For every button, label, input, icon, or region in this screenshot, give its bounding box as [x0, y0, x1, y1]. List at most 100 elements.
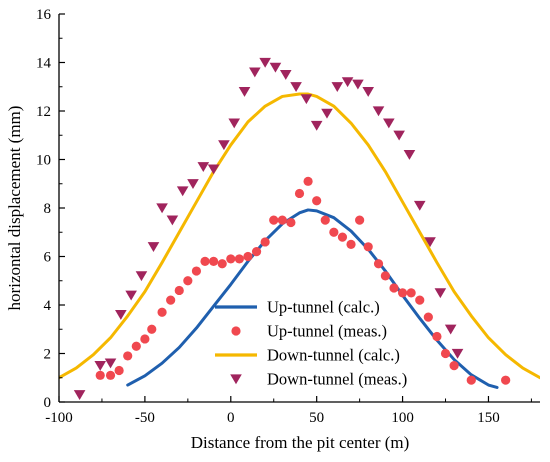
data-point	[131, 341, 141, 351]
legend-item: Up-tunnel (calc.)	[215, 298, 380, 317]
data-point	[156, 203, 168, 214]
data-point	[238, 86, 251, 97]
data-point	[320, 215, 330, 225]
y-tick-label: 16	[36, 7, 52, 23]
data-point	[135, 271, 148, 282]
data-point	[355, 215, 365, 225]
data-point	[123, 351, 133, 361]
data-point	[363, 242, 373, 252]
data-point	[440, 348, 451, 359]
data-point	[277, 215, 287, 225]
x-tick-label: 50	[309, 410, 324, 426]
data-point	[147, 324, 157, 334]
data-point	[157, 307, 167, 317]
data-point	[73, 390, 86, 400]
legend-label: Up-tunnel (calc.)	[267, 298, 380, 317]
x-axis-title: Distance from the pit center (m)	[191, 433, 410, 452]
data-point	[234, 254, 244, 264]
y-tick-label: 0	[44, 395, 52, 411]
y-tick-label: 8	[44, 201, 52, 217]
data-point	[329, 227, 339, 237]
data-point	[434, 288, 447, 299]
data-point	[217, 259, 227, 269]
data-point	[362, 86, 375, 97]
data-point	[406, 288, 416, 298]
data-point	[183, 276, 193, 286]
data-point	[424, 237, 436, 248]
y-tick-label: 6	[44, 250, 52, 266]
data-point	[269, 215, 279, 225]
series-line-up-tunnel-calc	[126, 208, 499, 389]
legend-label: Up-tunnel (meas.)	[267, 322, 387, 341]
data-point	[415, 295, 425, 305]
data-point	[174, 285, 184, 296]
x-tick-label: 150	[477, 410, 500, 426]
data-point	[176, 186, 189, 197]
data-point	[373, 259, 384, 269]
data-point	[251, 247, 262, 257]
data-point	[321, 108, 333, 119]
data-point	[218, 140, 230, 151]
series-points-down-tunnel-meas	[73, 57, 464, 400]
data-point	[243, 251, 253, 262]
data-point	[94, 360, 107, 371]
y-axis-title: horizontal displacement (mm)	[5, 106, 24, 311]
legend-label: Down-tunnel (calc.)	[267, 346, 400, 365]
data-point	[331, 82, 344, 92]
plot-inner	[59, 57, 540, 400]
data-point	[187, 179, 199, 189]
data-point	[312, 196, 322, 206]
legend-swatch-marker	[231, 326, 241, 336]
data-point	[303, 176, 313, 186]
data-point	[300, 94, 313, 105]
series-line-down-tunnel-calc	[59, 92, 540, 380]
y-tick-label: 14	[36, 56, 52, 72]
data-point	[166, 215, 179, 226]
data-point	[501, 375, 511, 385]
data-point	[166, 295, 176, 305]
data-point	[413, 200, 426, 211]
data-point	[451, 348, 464, 359]
data-point	[337, 232, 348, 242]
axes: -100 -50 0 50 100 150 0 2 4 6 8 10 12 14 16	[36, 7, 540, 426]
data-point	[209, 256, 219, 266]
legend-swatch-marker	[230, 374, 242, 385]
data-point	[393, 130, 405, 141]
data-point	[310, 120, 323, 131]
data-point	[466, 375, 476, 385]
data-point	[228, 118, 241, 129]
data-point	[95, 370, 105, 380]
data-point	[372, 106, 385, 117]
data-point	[449, 361, 459, 371]
series-points-up-tunnel-meas	[95, 176, 511, 385]
y-tick-label: 12	[36, 104, 51, 120]
data-point	[200, 256, 210, 266]
data-point	[432, 331, 442, 342]
data-point	[389, 283, 399, 293]
data-point	[147, 242, 160, 253]
data-point	[294, 188, 305, 199]
data-point	[259, 57, 271, 68]
data-point	[383, 118, 395, 129]
y-tick-label: 10	[36, 153, 51, 169]
data-point	[191, 266, 202, 276]
data-point	[140, 334, 150, 344]
data-point	[290, 82, 302, 92]
data-point	[341, 77, 354, 88]
data-point	[207, 164, 220, 175]
data-point	[105, 370, 116, 380]
legend-item: Down-tunnel (calc.)	[215, 346, 400, 365]
data-point	[286, 217, 296, 228]
legend-label: Down-tunnel (meas.)	[267, 370, 407, 389]
data-point	[397, 288, 408, 298]
y-tick-label: 2	[44, 347, 52, 363]
data-point	[249, 67, 261, 78]
data-point	[104, 358, 117, 369]
legend-item: Down-tunnel (meas.)	[230, 370, 407, 389]
data-point	[352, 79, 364, 90]
data-point	[380, 271, 390, 281]
data-point	[115, 310, 127, 320]
legend-item: Up-tunnel (meas.)	[231, 322, 387, 341]
x-tick-label: 100	[391, 410, 414, 426]
